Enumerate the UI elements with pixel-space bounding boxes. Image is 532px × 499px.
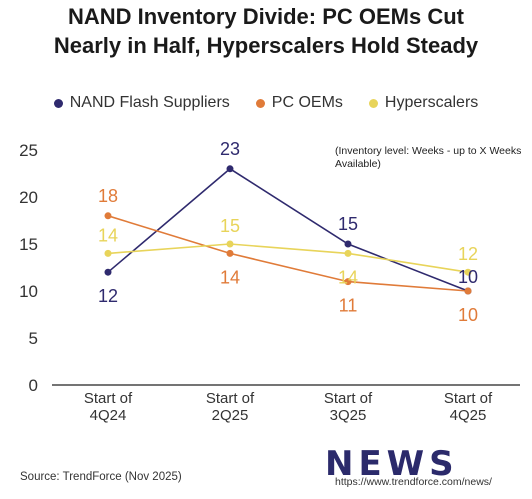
data-point-s1-0	[104, 212, 112, 220]
data-label-s2-0: 14	[98, 225, 118, 245]
data-label-s0-2: 15	[338, 214, 358, 234]
data-label-s0-0: 12	[98, 286, 118, 306]
x-tick-label-2: Start of 3Q25	[324, 390, 373, 424]
series-line-0	[107, 167, 469, 292]
legend-label-hyperscalers: Hyperscalers	[384, 94, 479, 111]
y-tick-label-10: 10	[19, 282, 38, 301]
data-label-s2-1: 15	[220, 216, 240, 236]
data-point-s2-3	[464, 268, 472, 276]
data-point-s0-2	[344, 240, 352, 248]
series-line-1	[107, 215, 469, 292]
x-tick-label-3: Start of 4Q25	[444, 390, 493, 424]
data-point-s1-1	[226, 249, 234, 257]
news-url: https://www.trendforce.com/news/	[335, 476, 492, 488]
data-label-s1-2: 11	[339, 296, 358, 316]
data-label-s2-3: 12	[458, 244, 478, 264]
legend-swatch-nand	[53, 98, 63, 108]
legend-item-pc-oems: PC OEMs	[255, 94, 343, 112]
series-line-2	[107, 243, 469, 273]
chart-annotation: (Inventory level: Weeks - up to X Weeks …	[335, 145, 522, 171]
legend-item-nand-flash-suppliers: NAND Flash Suppliers	[53, 94, 230, 112]
legend: NAND Flash Suppliers PC OEMs Hyperscaler…	[0, 94, 532, 112]
data-point-s1-3	[464, 287, 472, 295]
news-logo: NEWS	[325, 444, 459, 484]
x-tick-label-0: Start of 4Q24	[84, 390, 133, 424]
data-point-s1-2	[344, 278, 352, 286]
y-tick-label-15: 15	[19, 235, 38, 254]
legend-swatch-pc-oems	[255, 98, 265, 108]
data-point-s0-1	[226, 165, 234, 173]
data-label-s1-0: 18	[98, 186, 118, 206]
y-tick-label-5: 5	[29, 329, 38, 348]
data-point-s2-1	[226, 240, 234, 248]
data-point-s0-0	[104, 268, 112, 276]
data-point-s2-0	[104, 249, 112, 257]
legend-item-hyperscalers: Hyperscalers	[368, 94, 479, 112]
legend-label-pc-oems: PC OEMs	[271, 94, 343, 111]
y-tick-label-25: 25	[19, 141, 38, 160]
y-tick-label-20: 20	[19, 188, 38, 207]
x-tick-label-1: Start of 2Q25	[206, 390, 255, 424]
data-label-s1-1: 14	[220, 267, 240, 287]
y-tick-label-0: 0	[29, 376, 38, 395]
data-label-s0-1: 23	[220, 139, 240, 159]
chart-title-line-1: NAND Inventory Divide: PC OEMs Cut	[67, 4, 465, 29]
legend-label-nand: NAND Flash Suppliers	[69, 94, 230, 111]
data-label-s2-2: 14	[338, 267, 358, 287]
data-point-s2-2	[344, 249, 352, 257]
data-label-s0-3: 10	[458, 267, 478, 287]
legend-swatch-hyperscalers	[368, 98, 378, 108]
chart-title-line-2: Nearly in Half, Hyperscalers Hold Steady	[53, 33, 479, 58]
source-note: Source: TrendForce (Nov 2025)	[20, 471, 182, 483]
data-label-s1-3: 10	[458, 305, 478, 325]
